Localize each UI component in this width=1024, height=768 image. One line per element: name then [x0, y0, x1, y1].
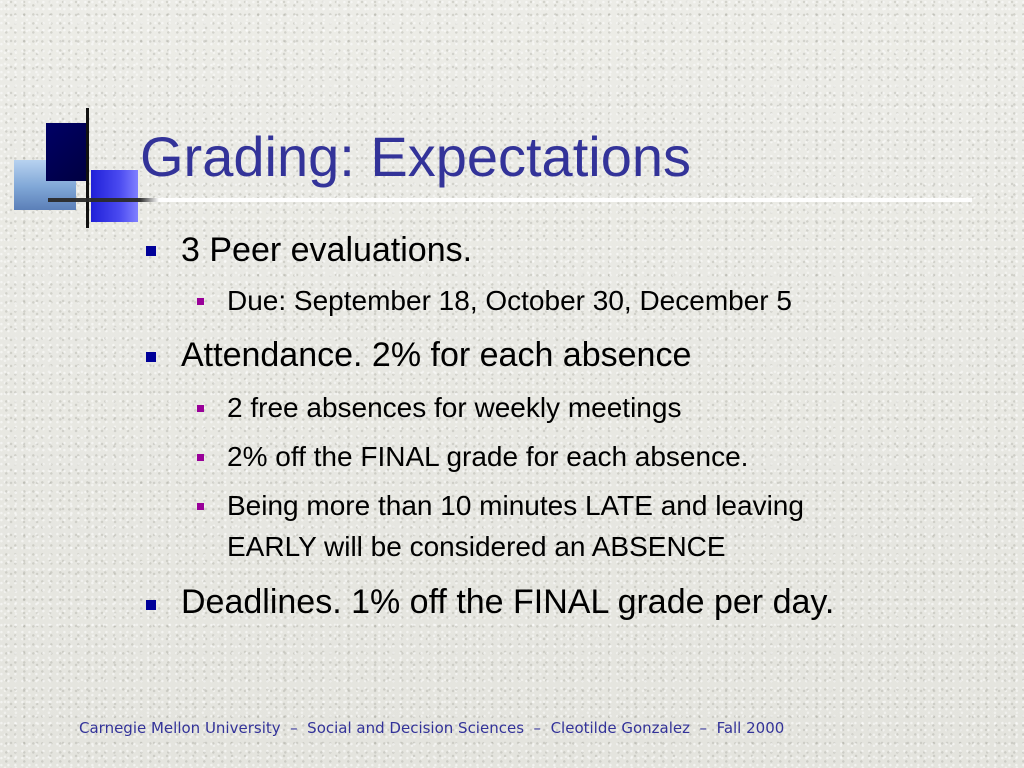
sub-bullet-text: 2 free absences for weekly meetings — [227, 392, 682, 423]
sub-bullet-text: Due: September 18, October 30, December … — [227, 285, 792, 316]
sub-bullet-text: Being more than 10 minutes LATE and leav… — [227, 490, 804, 521]
sub-bullet-text: 2% off the FINAL grade for each absence. — [227, 441, 749, 472]
title-decoration — [0, 0, 160, 240]
bullet-text: Deadlines. 1% off the FINAL grade per da… — [181, 583, 835, 621]
bullet-text: Attendance. 2% for each absence — [181, 336, 692, 374]
bullet-text: 3 Peer evaluations. — [181, 231, 473, 269]
slide-footer: Carnegie Mellon University – Social and … — [79, 719, 785, 737]
sub-bullet-square-icon — [197, 298, 204, 305]
sub-bullet-square-icon — [197, 405, 204, 412]
sub-bullet-square-icon — [197, 503, 204, 510]
title-underline — [48, 198, 972, 202]
decoration-vertical-line — [86, 108, 89, 228]
bullet-square-icon — [146, 246, 156, 256]
decoration-blue-square — [91, 170, 138, 222]
bullet-square-icon — [146, 352, 156, 362]
sub-bullet-text-continued: EARLY will be considered an ABSENCE — [227, 531, 726, 562]
sub-bullet-square-icon — [197, 454, 204, 461]
bullet-square-icon — [146, 600, 156, 610]
slide-title: Grading: Expectations — [140, 125, 691, 188]
decoration-dark-square — [46, 123, 88, 181]
